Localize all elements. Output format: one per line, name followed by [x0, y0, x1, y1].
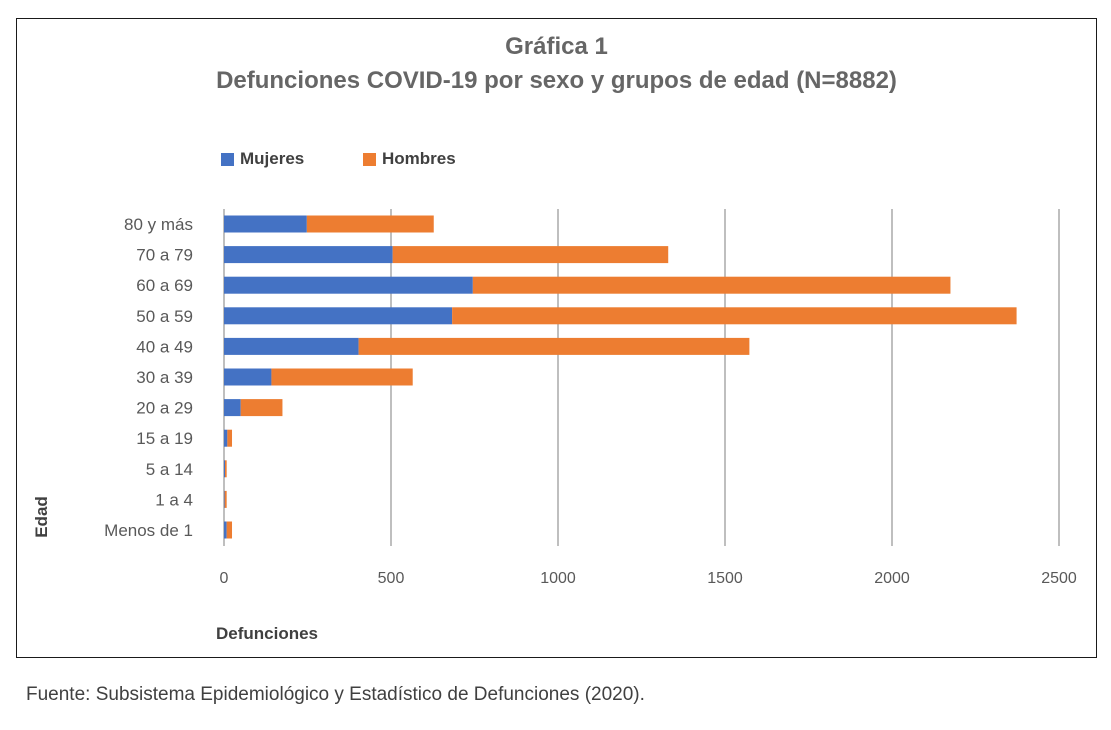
x-tick-label-1500: 1500 — [707, 570, 743, 587]
bar-mujeres-8 — [224, 460, 226, 478]
y-tick-label: 50 a 59 — [136, 307, 193, 326]
bar-mujeres-7 — [224, 429, 228, 447]
bar-hombres-5 — [271, 368, 413, 386]
chart-frame: Gráfica 1 Defunciones COVID-19 por sexo … — [16, 18, 1097, 658]
source-note: Fuente: Subsistema Epidemiológico y Esta… — [26, 684, 645, 705]
bar-mujeres-4 — [224, 337, 359, 355]
bar-hombres-8 — [225, 460, 227, 478]
bar-mujeres-6 — [224, 399, 241, 417]
bar-mujeres-10 — [224, 521, 227, 539]
y-tick-label: 40 a 49 — [136, 337, 193, 356]
bar-mujeres-3 — [224, 307, 453, 325]
bar-hombres-2 — [472, 276, 951, 294]
y-tick-label: 70 a 79 — [136, 246, 193, 265]
bar-mujeres-1 — [224, 246, 393, 264]
x-tick-label-500: 500 — [378, 570, 405, 587]
bar-hombres-10 — [226, 521, 233, 539]
y-tick-label: 15 a 19 — [136, 429, 193, 448]
x-tick-label-2500: 2500 — [1041, 570, 1077, 587]
legend-swatch-hombres — [363, 152, 376, 166]
bar-hombres-6 — [240, 399, 283, 417]
bar-hombres-7 — [227, 429, 233, 447]
bar-hombres-0 — [306, 215, 434, 233]
y-tick-label: 80 y más — [124, 215, 193, 234]
bar-hombres-4 — [358, 337, 750, 355]
x-tick-label-0: 0 — [220, 570, 229, 587]
bar-mujeres-0 — [224, 215, 307, 233]
legend-label-hombres: Hombres — [382, 149, 456, 168]
bar-mujeres-9 — [224, 490, 225, 508]
y-tick-label: 30 a 39 — [136, 368, 193, 387]
chart-subtitle: Defunciones COVID-19 por sexo y grupos d… — [216, 67, 897, 94]
y-tick-label: 1 a 4 — [155, 490, 193, 509]
x-tick-label-2000: 2000 — [874, 570, 910, 587]
y-tick-label: 20 a 29 — [136, 399, 193, 418]
bar-hombres-9 — [224, 490, 227, 508]
y-tick-label: Menos de 1 — [104, 521, 193, 540]
y-axis-title: Edad — [32, 496, 51, 538]
bar-hombres-3 — [452, 307, 1017, 325]
chart-title: Gráfica 1 — [505, 33, 608, 60]
bar-chart: 0 500 1000 1500 2000 2500 80 y más 70 a 79 60 a … — [32, 209, 1077, 643]
legend-label-mujeres: Mujeres — [240, 149, 305, 168]
y-tick-label: 5 a 14 — [146, 460, 193, 479]
legend-swatch-mujeres — [221, 152, 234, 166]
legend-item-hombres: Hombres — [363, 149, 456, 169]
x-axis-title: Defunciones — [216, 624, 318, 643]
bar-mujeres-2 — [224, 276, 473, 294]
bar-hombres-1 — [392, 246, 669, 264]
legend-item-mujeres: Mujeres — [221, 149, 304, 169]
y-tick-label: 60 a 69 — [136, 276, 193, 295]
bar-mujeres-5 — [224, 368, 272, 386]
x-tick-label-1000: 1000 — [540, 570, 576, 587]
